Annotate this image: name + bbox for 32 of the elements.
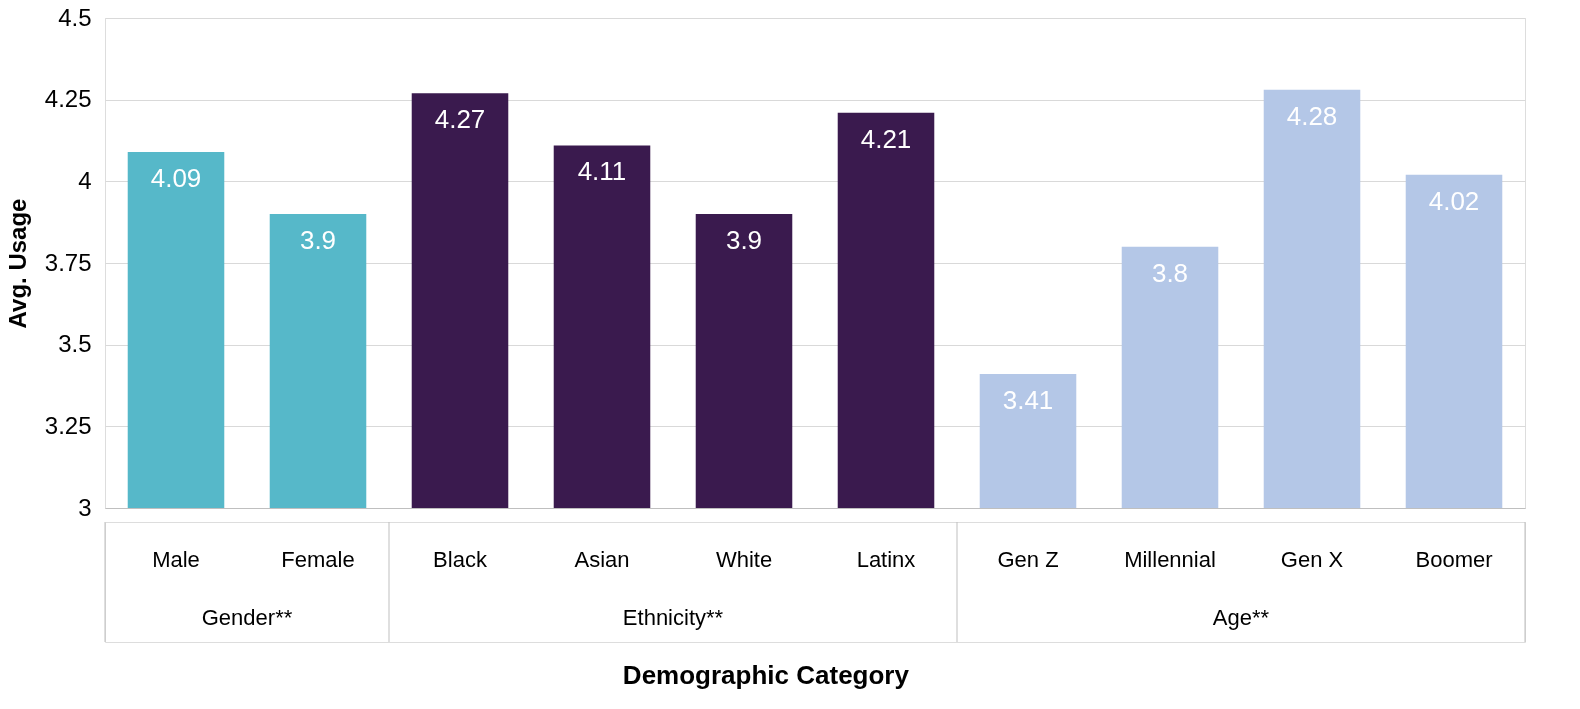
y-tick-label: 3.75: [44, 248, 92, 276]
x-tick-label: Latinx: [856, 547, 916, 572]
text: Gender**: [201, 605, 293, 630]
data-label: 4.21: [860, 123, 912, 154]
data-label: 3.9: [725, 225, 763, 255]
data-label: 3.8: [1151, 257, 1189, 288]
data-label: 3.9: [299, 225, 337, 255]
y-axis-title: Avg. Usage: [3, 198, 31, 329]
y-tick-label: 4: [78, 166, 92, 194]
x-axis-title: Demographic Category: [622, 660, 910, 690]
x-tick-label: Boomer: [1415, 547, 1493, 572]
x-tick-label: Gen Z: [997, 547, 1059, 572]
y-tick-label: 3: [78, 493, 92, 521]
text: Ethnicity**: [622, 605, 724, 630]
data-label: 4.02: [1428, 185, 1480, 216]
data-label: 4.27: [434, 104, 486, 135]
y-tick-label: 4.5: [58, 3, 92, 31]
y-tick-label: 3.5: [58, 330, 92, 358]
y-tick-label: 3.25: [44, 411, 92, 439]
y-tick-label: 4.25: [44, 85, 92, 113]
text: Age**: [1212, 605, 1270, 630]
data-label: 3.41: [1002, 385, 1054, 416]
x-tick-label: Gen X: [1280, 547, 1344, 572]
x-tick-label: Female: [281, 547, 355, 572]
x-tick-label: Millennial: [1124, 547, 1216, 572]
data-label: 4.09: [150, 162, 202, 193]
data-label: 4.11: [577, 156, 627, 187]
data-label: 4.28: [1286, 100, 1338, 131]
x-tick-label: Male: [152, 547, 200, 572]
x-tick-label: Black: [433, 547, 488, 572]
x-tick-label: Asian: [574, 547, 630, 572]
x-tick-label: White: [715, 547, 773, 572]
